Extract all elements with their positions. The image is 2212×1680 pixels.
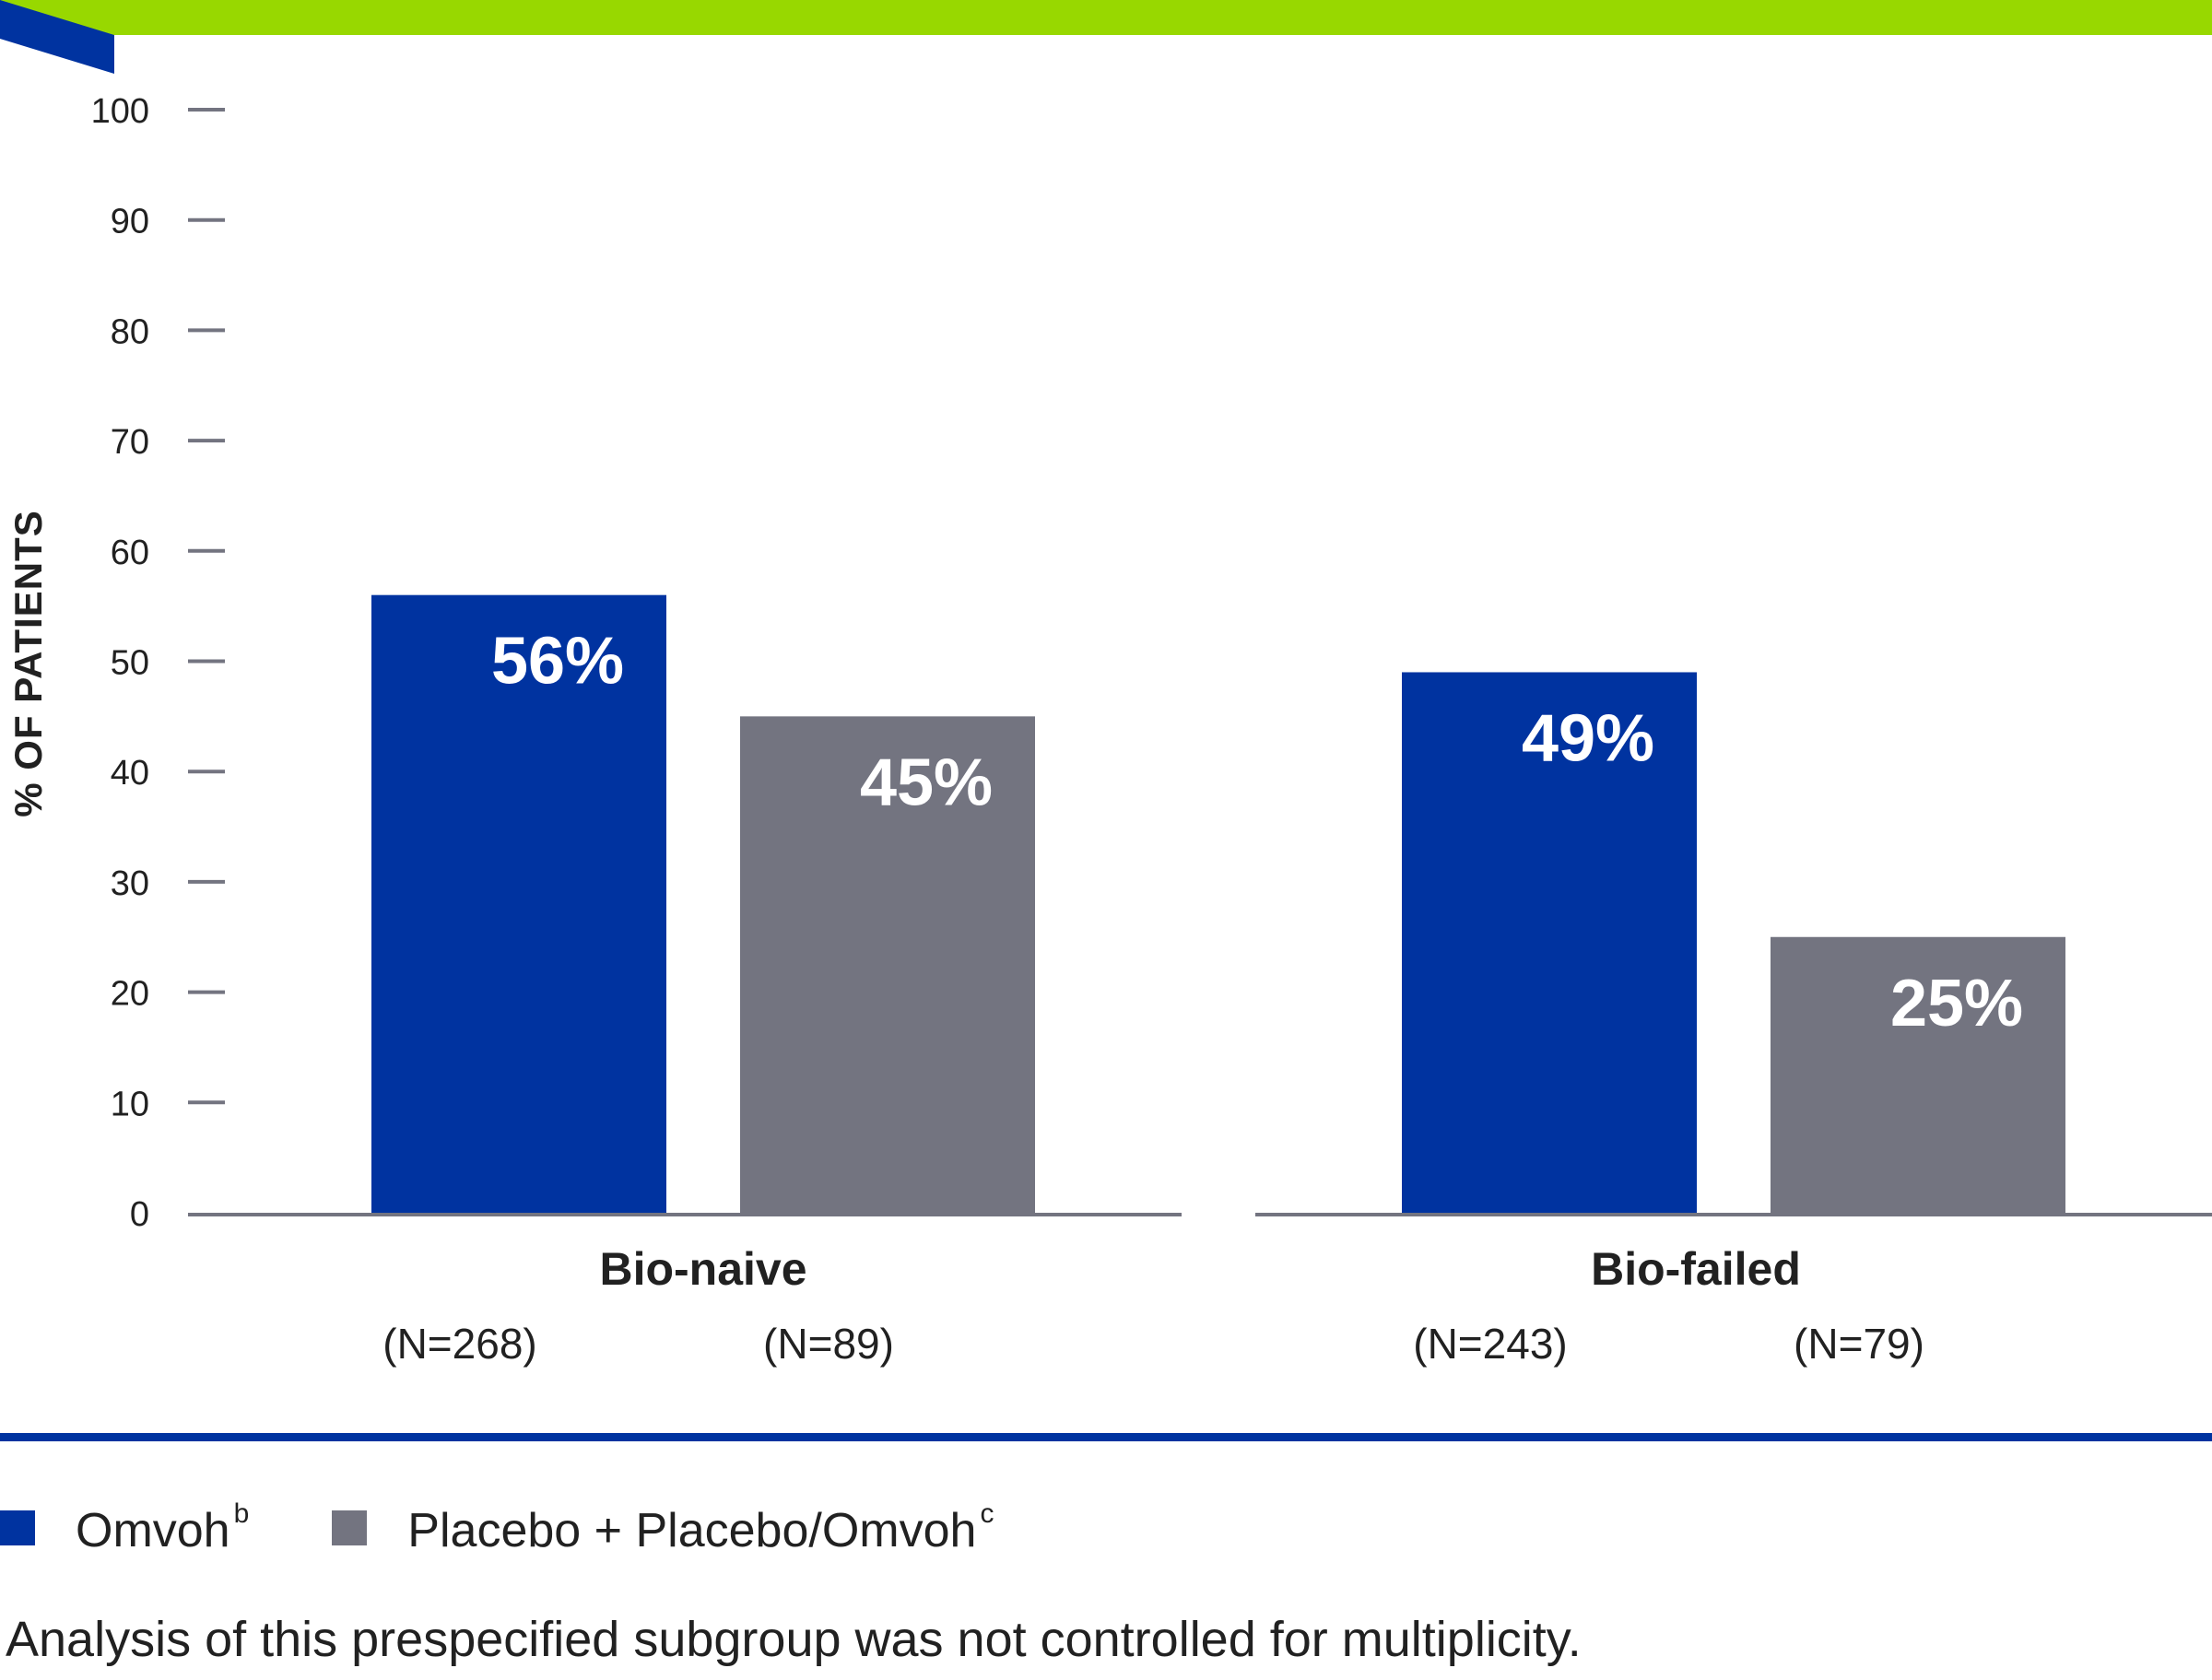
y-tick-label: 20 <box>111 975 149 1014</box>
y-tick-label: 0 <box>130 1195 149 1234</box>
y-tick-label: 70 <box>111 423 149 462</box>
n-label: (N=79) <box>1794 1320 1924 1368</box>
legend-swatch-placebo <box>332 1510 368 1545</box>
y-tick-label: 50 <box>111 644 149 683</box>
y-tick-label: 60 <box>111 534 149 572</box>
legend-sup-placebo: c <box>980 1498 994 1529</box>
legend-label-placebo: Placebo + Placebo/Omvoh <box>407 1503 977 1557</box>
top-accent-bar <box>0 0 2212 35</box>
bar-chart: 0 10 20 30 40 50 60 70 80 90 100 % OF PATIENTS 56% (N… <box>6 92 2212 1368</box>
x-category-label: Bio-naive <box>599 1243 806 1295</box>
y-tick-label: 30 <box>111 864 149 903</box>
y-tick-label: 100 <box>91 92 149 131</box>
footnote: Analysis of this prespecified subgroup w… <box>6 1612 1582 1667</box>
legend-item-omvoh: Omvoh b <box>0 1498 249 1558</box>
y-tick-label: 90 <box>111 203 149 241</box>
bar-placebo-bio-failed <box>1771 936 2065 1213</box>
legend-swatch-omvoh <box>0 1510 35 1545</box>
corner-decoration <box>0 0 114 74</box>
y-tick-label: 10 <box>111 1085 149 1123</box>
data-label: 56% <box>491 625 624 699</box>
y-tick-label: 40 <box>111 754 149 793</box>
section-divider <box>0 1433 2212 1441</box>
data-label: 25% <box>1890 967 2023 1040</box>
n-label: (N=268) <box>382 1320 536 1368</box>
bar-omvoh-bio-naive <box>371 594 666 1213</box>
chart-legend: Omvoh b Placebo + Placebo/Omvoh c <box>0 1498 1077 1558</box>
x-category-label: Bio-failed <box>1591 1243 1801 1295</box>
legend-label-omvoh: Omvoh <box>76 1503 230 1557</box>
n-label: (N=243) <box>1413 1320 1567 1368</box>
bar-omvoh-bio-failed <box>1402 672 1697 1213</box>
data-label: 49% <box>1522 701 1654 775</box>
n-label: (N=89) <box>763 1320 894 1368</box>
legend-sup-omvoh: b <box>233 1498 250 1529</box>
y-tick-label: 80 <box>111 312 149 351</box>
y-axis-title: % OF PATIENTS <box>6 510 50 817</box>
bar-placebo-bio-naive <box>740 716 1035 1213</box>
data-label: 45% <box>860 746 993 819</box>
legend-item-placebo: Placebo + Placebo/Omvoh c <box>332 1498 994 1558</box>
